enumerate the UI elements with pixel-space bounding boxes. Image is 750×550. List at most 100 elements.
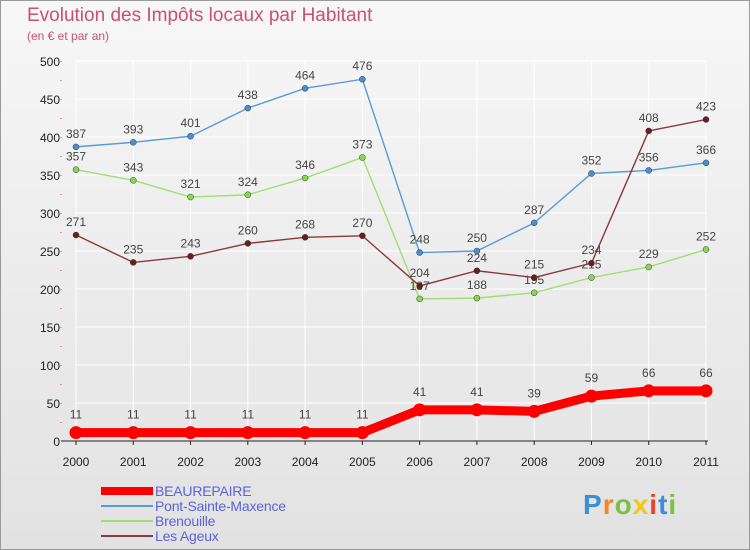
data-point	[359, 154, 366, 161]
data-point	[244, 191, 252, 199]
series-line	[75, 118, 707, 287]
data-point	[72, 166, 80, 173]
y-tick-label: 250	[40, 245, 60, 259]
y-tick-label: 400	[40, 131, 60, 145]
series-pont-sainte-maxence: 387 393 401 438 464 476 248 250 287 352 356 366	[66, 59, 716, 256]
data-point	[645, 127, 652, 135]
data-label: 423	[696, 100, 716, 114]
series-beaurepaire: 11 11 11 11 11 11 41 41 39 59 66 66	[69, 366, 713, 440]
data-point	[184, 426, 198, 440]
chart-title: Evolution des Impôts locaux par Habitant	[27, 5, 373, 26]
data-point	[530, 289, 538, 297]
data-point	[187, 193, 194, 201]
logo-letter: r	[602, 489, 615, 520]
data-label: 268	[295, 217, 315, 231]
legend-label: Pont-Sainte-Maxence	[155, 498, 286, 514]
data-label: 11	[356, 408, 369, 422]
data-label: 252	[696, 229, 716, 243]
data-label: 66	[642, 366, 656, 380]
logo-letter: P	[583, 489, 603, 520]
data-label: 11	[184, 408, 197, 422]
data-point	[130, 177, 137, 184]
data-label: 346	[295, 158, 315, 172]
legend-swatch	[101, 505, 153, 507]
data-point	[530, 219, 538, 227]
data-label: 235	[123, 242, 143, 256]
y-tick-label: 450	[40, 93, 60, 107]
x-tick-label: 2010	[635, 455, 662, 469]
data-point	[473, 267, 481, 275]
logo-letter: i	[668, 489, 678, 520]
data-point	[527, 404, 541, 418]
data-label: 387	[66, 127, 86, 141]
y-tick-label: 100	[40, 359, 60, 373]
y-tick-label: 150	[40, 321, 60, 335]
data-point	[72, 231, 80, 239]
y-tick-label: 0	[53, 435, 60, 449]
chart-subtitle: (en € et par an)	[27, 29, 110, 43]
data-label: 366	[696, 143, 716, 157]
data-point	[69, 426, 83, 440]
data-point	[126, 426, 140, 440]
legend-label: BEAUREPAIRE	[155, 483, 252, 499]
data-label: 234	[581, 243, 601, 257]
data-point	[530, 274, 538, 281]
series-line	[75, 78, 707, 254]
data-point	[244, 240, 252, 247]
y-tick-label: 350	[40, 169, 60, 183]
data-point	[301, 85, 309, 92]
legend-item: Les Ageux	[101, 529, 361, 544]
data-point	[187, 132, 194, 140]
data-point	[130, 139, 137, 146]
legend-label: Les Ageux	[155, 528, 219, 544]
logo-letter: t	[658, 489, 669, 520]
x-tick-label: 2000	[63, 455, 90, 469]
data-point	[359, 232, 366, 240]
data-point	[187, 253, 194, 260]
data-point	[588, 259, 595, 267]
data-label: 408	[639, 111, 659, 125]
legend-label: Brenouille	[155, 513, 216, 529]
data-point	[588, 274, 595, 281]
data-point	[72, 143, 80, 151]
logo-letter: x	[632, 489, 650, 520]
x-tick-label: 2009	[578, 455, 605, 469]
x-tick-label: 2007	[464, 455, 491, 469]
data-point	[413, 403, 427, 417]
data-label: 66	[699, 366, 713, 380]
data-label: 324	[238, 175, 258, 189]
data-label: 11	[127, 408, 140, 422]
data-label: 39	[528, 386, 542, 400]
data-point	[470, 403, 484, 417]
data-label: 352	[581, 153, 601, 167]
series-line	[75, 156, 707, 300]
data-label: 41	[470, 385, 484, 399]
legend-item: Pont-Sainte-Maxence	[101, 499, 361, 514]
data-label: 11	[70, 408, 83, 422]
data-label: 393	[123, 122, 143, 136]
data-point	[473, 294, 481, 302]
logo-letter: o	[614, 489, 633, 520]
x-tick-label: 2002	[177, 455, 204, 469]
legend-item: BEAUREPAIRE	[101, 484, 361, 499]
legend: BEAUREPAIRE Pont-Sainte-Maxence Brenouille…	[101, 484, 361, 544]
legend-swatch	[101, 535, 153, 537]
x-tick-label: 2003	[234, 455, 261, 469]
data-label: 401	[181, 116, 201, 130]
x-tick-label: 2011	[693, 455, 719, 469]
y-tick-label: 500	[40, 55, 60, 69]
data-point	[244, 104, 252, 112]
data-label: 270	[352, 216, 372, 230]
data-point	[298, 426, 312, 440]
y-tick-label: 50	[47, 397, 61, 411]
data-label: 59	[585, 371, 599, 385]
data-label: 248	[410, 233, 430, 247]
x-tick-label: 2008	[521, 455, 548, 469]
data-point	[301, 174, 309, 182]
data-label: 287	[524, 203, 544, 217]
data-point	[416, 295, 423, 303]
data-label: 271	[66, 215, 86, 229]
legend-swatch	[101, 487, 153, 495]
data-label: 204	[410, 266, 430, 280]
